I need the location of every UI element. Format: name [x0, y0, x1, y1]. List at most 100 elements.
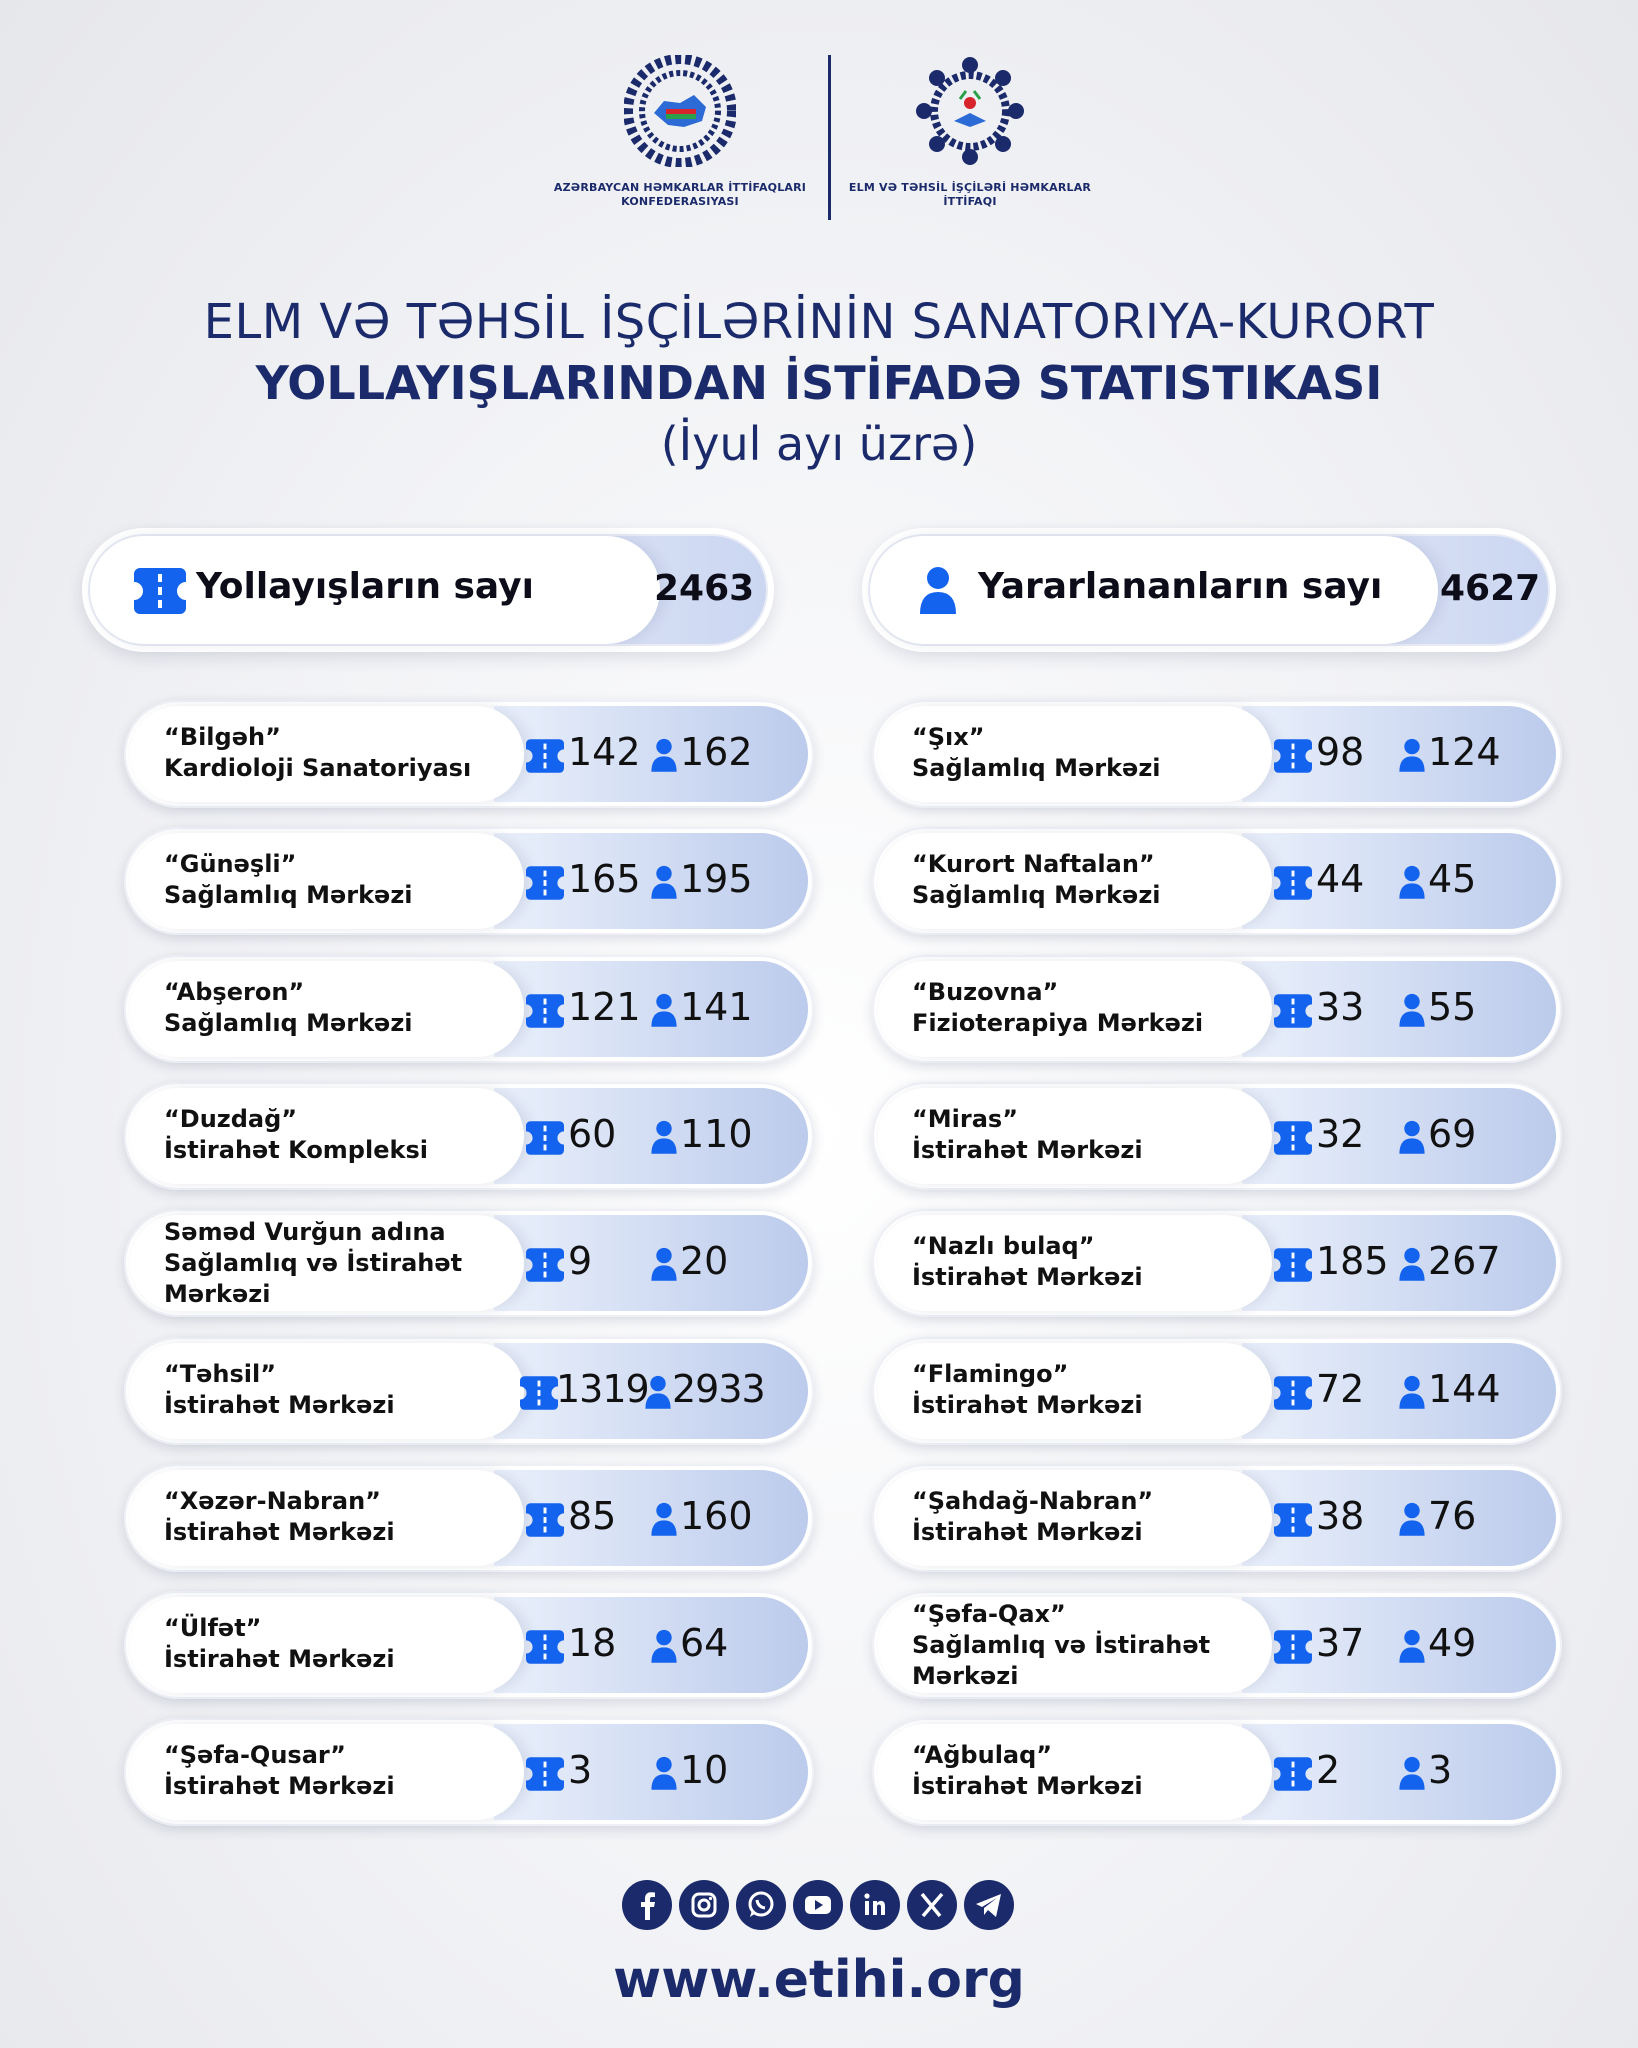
facility-vouchers-count: 185 — [1316, 1239, 1389, 1283]
person-icon — [650, 992, 678, 1032]
facility-name-line-2: Fizioterapiya Mərkəzi — [912, 1009, 1204, 1037]
facility-name-line-2: İstirahət Mərkəzi — [164, 1772, 395, 1800]
ticket-icon — [1274, 994, 1312, 1032]
facility-name-line-2: İstirahət Kompleksi — [164, 1136, 428, 1164]
facility-name-line-1: “Duzdağ” — [164, 1105, 298, 1133]
facility-name: “Ülfət” İstirahət Mərkəzi — [164, 1613, 504, 1675]
confederation-logo: AZƏRBAYCAN HƏMKARLAR İTTİFAQLARI KONFEDE… — [550, 55, 810, 209]
ticket-icon — [526, 1503, 564, 1541]
person-icon — [650, 1119, 678, 1159]
facility-name: “Şıx” Sağlamlıq Mərkəzi — [912, 722, 1252, 784]
facility-vouchers-count: 60 — [568, 1112, 617, 1156]
facility-people-count: 64 — [680, 1621, 729, 1665]
facility-name: “Şahdağ-Nabran” İstirahət Mərkəzi — [912, 1486, 1252, 1548]
facility-row: “Flamingo” İstirahət Mərkəzi 72 144 — [872, 1337, 1562, 1445]
instagram-icon[interactable] — [679, 1880, 729, 1930]
facility-name-line-1: “Xəzər-Nabran” — [164, 1487, 381, 1515]
facility-row: “Buzovna” Fizioterapiya Mərkəzi 33 55 — [872, 955, 1562, 1063]
facility-name-box — [878, 1470, 1272, 1566]
facility-name: “Xəzər-Nabran” İstirahət Mərkəzi — [164, 1486, 504, 1548]
person-icon — [650, 1246, 678, 1286]
facility-name-box — [878, 706, 1272, 802]
ticket-icon — [520, 1376, 558, 1414]
whatsapp-icon[interactable] — [736, 1880, 786, 1930]
facility-vouchers-count: 2 — [1316, 1748, 1341, 1792]
ticket-icon — [1274, 1630, 1312, 1668]
ticket-icon — [526, 994, 564, 1032]
facility-name-line-1: “Miras” — [912, 1105, 1018, 1133]
facility-row: “Şəfa-Qax” Sağlamlıq və İstirahət Mərkəzi 3… — [872, 1591, 1562, 1699]
ticket-icon — [1274, 1376, 1312, 1414]
facility-name-box — [878, 1724, 1272, 1820]
youtube-icon[interactable] — [793, 1880, 843, 1930]
facility-name-box — [130, 1724, 524, 1820]
ticket-icon — [1274, 739, 1312, 777]
facility-people-count: 162 — [680, 730, 753, 774]
facility-vouchers-count: 9 — [568, 1239, 593, 1283]
facility-row: “Bilgəh” Kardioloji Sanatoriyası 142 162 — [124, 700, 814, 808]
facility-name-line-1: “Nazlı bulaq” — [912, 1232, 1095, 1260]
facility-name-line-1: “Ağbulaq” — [912, 1741, 1053, 1769]
facility-name: “Flamingo” İstirahət Mərkəzi — [912, 1359, 1252, 1421]
facility-row: “Təhsil” İstirahət Mərkəzi 1319 2933 — [124, 1337, 814, 1445]
ticket-icon — [526, 1630, 564, 1668]
facility-name-box — [130, 961, 524, 1057]
facility-name-line-1: Səməd Vurğun adına — [164, 1218, 446, 1246]
facility-vouchers-count: 142 — [568, 730, 641, 774]
person-icon — [920, 567, 956, 614]
facility-name-line-1: “Şahdağ-Nabran” — [912, 1487, 1154, 1515]
person-icon — [650, 1501, 678, 1541]
facility-name-line-2: Sağlamlıq Mərkəzi — [912, 881, 1161, 909]
facility-row: “Ülfət” İstirahət Mərkəzi 18 64 — [124, 1591, 814, 1699]
facility-name-line-1: “Bilgəh” — [164, 723, 281, 751]
facility-row: “Abşeron” Sağlamlıq Mərkəzi 121 141 — [124, 955, 814, 1063]
facility-vouchers-count: 165 — [568, 857, 641, 901]
facility-name-line-2: Sağlamlıq və İstirahət — [164, 1249, 463, 1277]
beneficiaries-summary-label: Yararlananların sayı — [978, 566, 1383, 607]
linkedin-icon[interactable] — [850, 1880, 900, 1930]
facility-name: “Günəşli” Sağlamlıq Mərkəzi — [164, 849, 504, 911]
facility-row: “Ağbulaq” İstirahət Mərkəzi 2 3 — [872, 1718, 1562, 1826]
facility-row: “Duzdağ” İstirahət Kompleksi 60 110 — [124, 1082, 814, 1190]
facility-name-line-1: “Şəfa-Qusar” — [164, 1741, 346, 1769]
facility-name: “Duzdağ” İstirahət Kompleksi — [164, 1104, 504, 1166]
facility-vouchers-count: 38 — [1316, 1494, 1365, 1538]
facility-vouchers-count: 37 — [1316, 1621, 1365, 1665]
facility-row: “Miras” İstirahət Mərkəzi 32 69 — [872, 1082, 1562, 1190]
x-icon[interactable] — [907, 1880, 957, 1930]
facility-row: “Nazlı bulaq” İstirahət Mərkəzi 185 267 — [872, 1209, 1562, 1317]
facility-vouchers-count: 1319 — [556, 1367, 650, 1411]
facility-row: “Şıx” Sağlamlıq Mərkəzi 98 124 — [872, 700, 1562, 808]
person-icon — [644, 1374, 672, 1414]
person-icon — [1398, 1628, 1426, 1668]
facility-name-line-1: “Şəfa-Qax” — [912, 1600, 1066, 1628]
facebook-icon[interactable] — [622, 1880, 672, 1930]
beneficiaries-summary-value: 4627 — [1440, 568, 1541, 609]
confederation-emblem-icon — [624, 55, 736, 167]
facility-name: “Şəfa-Qusar” İstirahət Mərkəzi — [164, 1740, 504, 1802]
confederation-caption-1: AZƏRBAYCAN HƏMKARLAR İTTİFAQLARI — [553, 181, 807, 194]
facility-people-count: 49 — [1428, 1621, 1477, 1665]
facility-row: “Şəfa-Qusar” İstirahət Mərkəzi 3 10 — [124, 1718, 814, 1826]
person-icon — [1398, 1374, 1426, 1414]
facility-vouchers-count: 85 — [568, 1494, 617, 1538]
ticket-icon — [1274, 1248, 1312, 1286]
facility-name-line-2: İstirahət Mərkəzi — [912, 1772, 1143, 1800]
title-line-2: YOLLAYIŞLARINDAN İSTİFADƏ STATISTIKASI — [255, 356, 1383, 410]
facility-name-line-2: Sağlamlıq Mərkəzi — [912, 754, 1161, 782]
facility-name-line-2: İstirahət Mərkəzi — [912, 1263, 1143, 1291]
social-icons — [622, 1880, 1022, 1932]
facility-name: “Abşeron” Sağlamlıq Mərkəzi — [164, 977, 504, 1039]
facility-name-box — [130, 1597, 524, 1693]
website-link[interactable]: www.etihi.org — [613, 1950, 1025, 2010]
union-logo: ELM VƏ TƏHSİL İŞÇİLƏRİ HƏMKARLAR İTTİFAQ… — [840, 55, 1100, 209]
facility-name-line-1: “Kurort Naftalan” — [912, 850, 1155, 878]
facility-name-line-3: Mərkəzi — [912, 1662, 1019, 1690]
facility-people-count: 45 — [1428, 857, 1477, 901]
facility-name-line-2: Kardioloji Sanatoriyası — [164, 754, 472, 782]
facility-row: “Günəşli” Sağlamlıq Mərkəzi 165 195 — [124, 827, 814, 935]
telegram-icon[interactable] — [964, 1880, 1014, 1930]
facility-name-box — [130, 706, 524, 802]
facility-row: “Kurort Naftalan” Sağlamlıq Mərkəzi 44 45 — [872, 827, 1562, 935]
facility-name-box — [130, 1470, 524, 1566]
